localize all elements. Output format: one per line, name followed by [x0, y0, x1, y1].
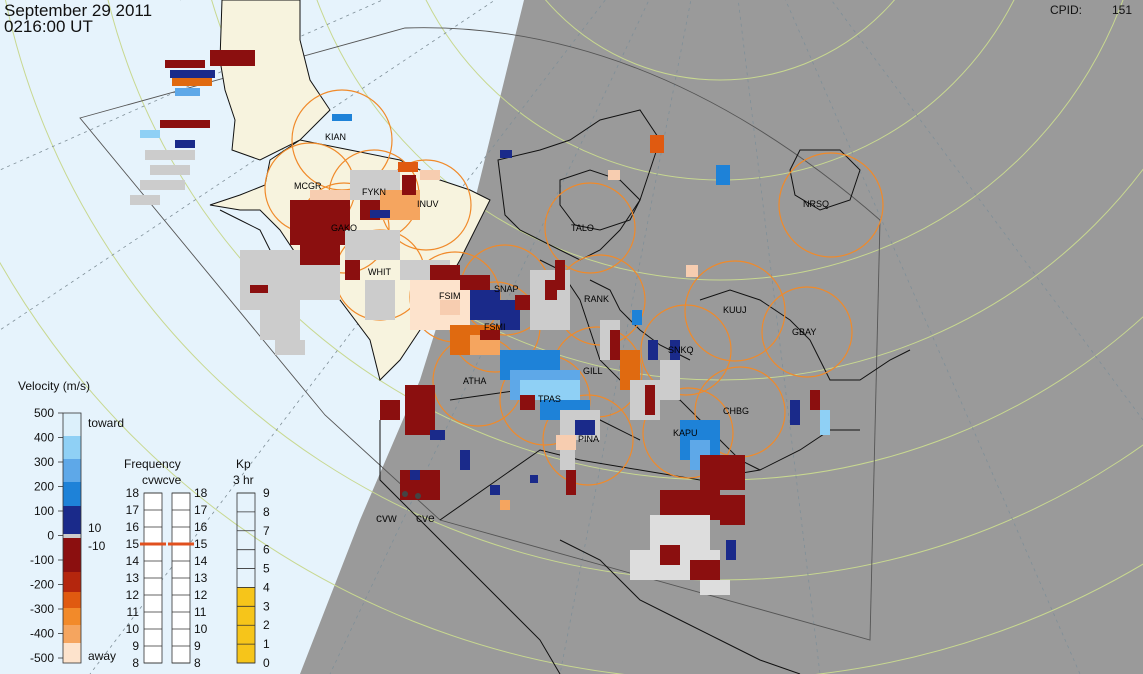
kp-tick-label: 2: [263, 618, 270, 632]
station-label: SNKQ: [668, 345, 694, 355]
station-label: GAKO: [331, 223, 357, 233]
cvw-frequency-tick: 15: [126, 537, 140, 551]
velocity-tick-label: 400: [34, 431, 54, 445]
night-side-region: [300, 0, 1143, 674]
time-label: 0216:00 UT: [4, 17, 93, 36]
station-label: CHBG: [723, 406, 749, 416]
station-label: KAPU: [673, 428, 698, 438]
station-label: TALO: [571, 223, 594, 233]
kp-tick-label: 9: [263, 486, 270, 500]
station-label: GILL: [583, 366, 603, 376]
threshold-pos: 10: [88, 521, 102, 535]
kp-tick-label: 3: [263, 599, 270, 613]
frequency-panel: Frequency cvwcve 18 18 17 17 16 16 15 15 14 14 13 1…: [124, 457, 208, 670]
cve-frequency-tick: 11: [194, 605, 207, 619]
kp-tick-label: 8: [263, 505, 270, 519]
cpid-label: CPID:: [1050, 3, 1082, 17]
cvw-frequency-tick: 11: [127, 605, 140, 619]
cve-frequency-tick: 14: [194, 554, 208, 568]
cve-frequency-tick: 10: [194, 622, 208, 636]
kp-tick-label: 5: [263, 562, 270, 576]
velocity-tick-label: -500: [30, 651, 54, 665]
station-label: MCGR: [294, 181, 322, 191]
station-label: TPAS: [538, 394, 561, 404]
frequency-title: Frequency: [124, 457, 181, 471]
velocity-data-cells: [130, 50, 830, 595]
velocity-tick-label: -300: [30, 602, 54, 616]
station-label: KUUJ: [723, 305, 747, 315]
velocity-colorbar: Velocity (m/s) 500 400 300 200 100 0 -100 -200 -…: [18, 379, 124, 665]
cvw-frequency-tick: 10: [126, 622, 140, 636]
cve-frequency-tick: 18: [194, 486, 208, 500]
velocity-tick-label: 300: [34, 455, 54, 469]
cve-frequency-tick: 12: [194, 588, 208, 602]
radar-label-cve: cve: [416, 511, 435, 525]
velocity-tick-label: 100: [34, 504, 54, 518]
station-label: WHIT: [368, 267, 391, 277]
velocity-tick-label: -200: [30, 578, 54, 592]
kp-tick-label: 1: [263, 637, 270, 651]
velocity-tick-label: -400: [30, 627, 54, 641]
cvw-frequency-tick: 18: [126, 486, 140, 500]
radar-label-cvw: cvw: [376, 511, 397, 525]
velocity-tick-label: 200: [34, 480, 54, 494]
cve-frequency-tick: 8: [194, 656, 201, 670]
station-label: ATHA: [463, 376, 486, 386]
cvw-frequency-tick: 9: [132, 639, 139, 653]
kp-tick-label: 0: [263, 656, 270, 670]
velocity-tick-label: -100: [30, 553, 54, 567]
station-labels: KIAN MCGR FYKN INUV GAKO TALO NRSQ WHIT …: [294, 132, 829, 444]
cvw-frequency-tick: 14: [126, 554, 140, 568]
kp-tick-label: 7: [263, 524, 270, 538]
cvw-frequency-tick: 12: [126, 588, 140, 602]
velocity-tick-label: 0: [47, 529, 54, 543]
cve-frequency-tick: 16: [194, 520, 208, 534]
kp-title: Kp: [236, 457, 251, 471]
cve-frequency-tick: 15: [194, 537, 208, 551]
toward-label: toward: [88, 416, 124, 430]
cvw-frequency-tick: 13: [126, 571, 140, 585]
radar-fov-outline: [79, 27, 881, 641]
frequency-subtitle: cvwcve: [142, 473, 182, 487]
station-label: INUV: [417, 199, 439, 209]
cve-frequency-tick: 9: [194, 639, 201, 653]
station-label: KIAN: [325, 132, 346, 142]
away-label: away: [88, 649, 116, 663]
kp-panel: Kp 3 hr 9 8 7 6 5 4 3 2 1 0: [233, 457, 270, 670]
cve-frequency-tick: 13: [194, 571, 208, 585]
date-label: September 29 2011: [4, 1, 152, 20]
station-label: NRSQ: [803, 199, 829, 209]
kp-subtitle: 3 hr: [233, 473, 254, 487]
velocity-title: Velocity (m/s): [18, 379, 90, 393]
station-label: SNAP: [494, 284, 519, 294]
kp-tick-label: 6: [263, 543, 270, 557]
station-label: FSIM: [439, 291, 461, 301]
station-label: FSMI: [484, 322, 506, 332]
station-label: RANK: [584, 294, 609, 304]
cvw-frequency-tick: 16: [126, 520, 140, 534]
station-label: FYKN: [362, 187, 386, 197]
velocity-tick-label: 500: [34, 406, 54, 420]
cvw-frequency-tick: 8: [132, 656, 139, 670]
cve-frequency-tick: 17: [194, 503, 208, 517]
kp-tick-label: 4: [263, 580, 270, 594]
station-label: GBAY: [792, 327, 816, 337]
threshold-neg: -10: [88, 539, 106, 553]
station-label: PINA: [578, 434, 599, 444]
cvw-frequency-tick: 17: [126, 503, 140, 517]
cpid-value: 151: [1112, 3, 1132, 17]
radar-site-markers: [402, 491, 421, 499]
